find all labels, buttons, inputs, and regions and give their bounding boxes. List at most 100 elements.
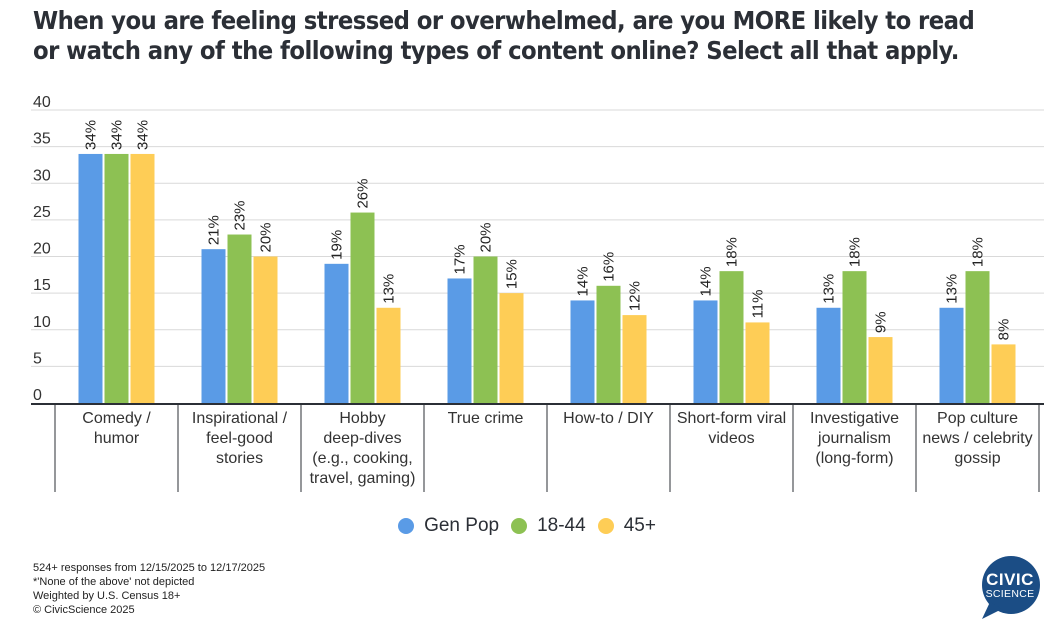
bar: [473, 256, 498, 403]
data-label: 13%: [821, 274, 838, 304]
bar: [719, 271, 744, 403]
legend-item-gen-pop[interactable]: Gen Pop: [398, 515, 499, 537]
legend-label: 18-44: [537, 515, 586, 536]
data-label: 8%: [996, 319, 1013, 341]
data-label: 13%: [381, 274, 398, 304]
logo-line-science: SCIENCE: [985, 588, 1035, 600]
x-tick-label-line: Comedy /: [82, 410, 151, 427]
bar: [965, 271, 990, 403]
bar: [570, 300, 595, 403]
bar: [447, 278, 472, 403]
y-tick-label: 35: [33, 131, 51, 148]
footnotes: 524+ responses from 12/15/2025 to 12/17/…: [33, 561, 265, 617]
data-label: 20%: [478, 222, 495, 252]
y-axis-ticks: 0 5 10 15 20 25 30 35 40: [33, 94, 51, 404]
bar: [130, 153, 155, 403]
x-tick-label-line: True crime: [448, 410, 524, 427]
x-axis: Comedy / humor Inspirational / feel-good sto…: [31, 403, 1044, 492]
chart-title-line-2: or watch any of the following types of c…: [33, 36, 959, 65]
legend-item-18-44[interactable]: 18-44: [511, 515, 586, 537]
x-tick-label-line: humor: [94, 430, 140, 447]
bar: [324, 263, 349, 403]
y-tick-label: 0: [33, 387, 42, 404]
bar: [253, 256, 278, 403]
data-label: 23%: [232, 200, 249, 230]
data-labels: 34% 34% 34% 21% 23% 20% 19% 26% 13% 17% 20% 15% 14% 1…: [83, 120, 1013, 340]
x-tick-label: Investigative journalism (long-form): [810, 410, 899, 467]
bar: [596, 285, 621, 403]
legend-item-45-plus[interactable]: 45+: [597, 515, 656, 537]
y-tick-label: 20: [33, 241, 51, 258]
x-tick-label: True crime: [448, 410, 524, 427]
data-label: 15%: [504, 259, 521, 289]
legend-label: Gen Pop: [424, 515, 500, 536]
bar: [78, 153, 103, 403]
data-label: 14%: [698, 266, 715, 296]
bar: [622, 315, 647, 403]
y-tick-label: 30: [33, 167, 51, 184]
x-tick-label-line: travel, gaming): [310, 470, 416, 487]
bar: [842, 271, 867, 403]
logo-text: CIVIC SCIENCE: [978, 571, 1042, 600]
data-label: 18%: [724, 237, 741, 267]
data-label: 34%: [135, 120, 152, 150]
x-tick-label-line: journalism: [817, 430, 891, 447]
x-tick-label: Comedy / humor: [82, 410, 151, 447]
x-tick-label-line: Investigative: [810, 410, 899, 427]
bar: [693, 300, 718, 403]
bar: [201, 249, 226, 403]
bar: [745, 322, 770, 403]
y-tick-label: 10: [33, 314, 51, 331]
data-label: 26%: [355, 179, 372, 209]
x-tick-label-line: Hobby: [339, 410, 385, 427]
bar: [939, 307, 964, 403]
x-tick-label-line: gossip: [954, 450, 1000, 467]
x-tick-label: Short-form viral videos: [677, 410, 786, 447]
y-tick-label: 5: [33, 350, 42, 367]
footnote-none-of-above: *'None of the above' not depicted: [33, 576, 195, 588]
x-tick-label-line: (e.g., cooking,: [312, 450, 413, 467]
x-tick-label-line: Pop culture: [937, 410, 1018, 427]
legend: Gen Pop 18-44 45+: [0, 515, 1054, 537]
bar: [376, 307, 401, 403]
legend-swatch-18-44: [511, 518, 528, 534]
data-label: 16%: [601, 252, 618, 282]
x-tick-label: How-to / DIY: [563, 410, 654, 427]
chart-title-line-1: When you are feeling stressed or overwhe…: [33, 6, 975, 35]
legend-swatch-45-plus: [597, 518, 614, 534]
x-tick-label: Pop culture news / celebrity gossip: [922, 410, 1032, 467]
data-label: 14%: [575, 266, 592, 296]
x-tick-label-line: How-to / DIY: [563, 410, 654, 427]
bar: [104, 153, 129, 403]
x-tick-label: Hobby deep-dives (e.g., cooking, travel, ga…: [310, 410, 416, 487]
logo-line-civic: CIVIC: [986, 570, 1034, 589]
footnote-weighting: Weighted by U.S. Census 18+: [33, 590, 181, 602]
data-label: 11%: [750, 290, 767, 319]
bars: [78, 153, 1016, 403]
y-tick-label: 40: [33, 94, 51, 111]
data-label: 13%: [944, 274, 961, 304]
bar: [868, 337, 893, 403]
data-label: 17%: [452, 244, 469, 274]
legend-swatch-gen-pop: [398, 518, 415, 534]
data-label: 12%: [627, 281, 644, 311]
footnote-copyright: © CivicScience 2025: [33, 604, 135, 616]
data-label: 34%: [83, 120, 100, 150]
civicscience-logo-icon: [982, 556, 1040, 619]
x-tick-label-line: deep-dives: [323, 430, 401, 447]
data-label: 18%: [970, 237, 987, 267]
bar: [350, 212, 375, 403]
bar: [816, 307, 841, 403]
x-tick-label-line: Inspirational /: [192, 410, 288, 427]
bar: [227, 234, 252, 403]
x-tick-label-line: stories: [216, 450, 263, 467]
chart-title: When you are feeling stressed or overwhe…: [33, 6, 975, 66]
footnote-responses: 524+ responses from 12/15/2025 to 12/17/…: [33, 562, 266, 574]
data-label: 21%: [206, 215, 223, 245]
x-tick-label-line: Short-form viral: [677, 410, 786, 427]
x-tick-label-line: videos: [708, 430, 754, 447]
x-tick-label-line: feel-good: [206, 430, 273, 447]
x-tick-label-line: (long-form): [815, 450, 893, 467]
x-tick-label-line: news / celebrity: [922, 430, 1032, 447]
y-tick-label: 15: [33, 277, 51, 294]
